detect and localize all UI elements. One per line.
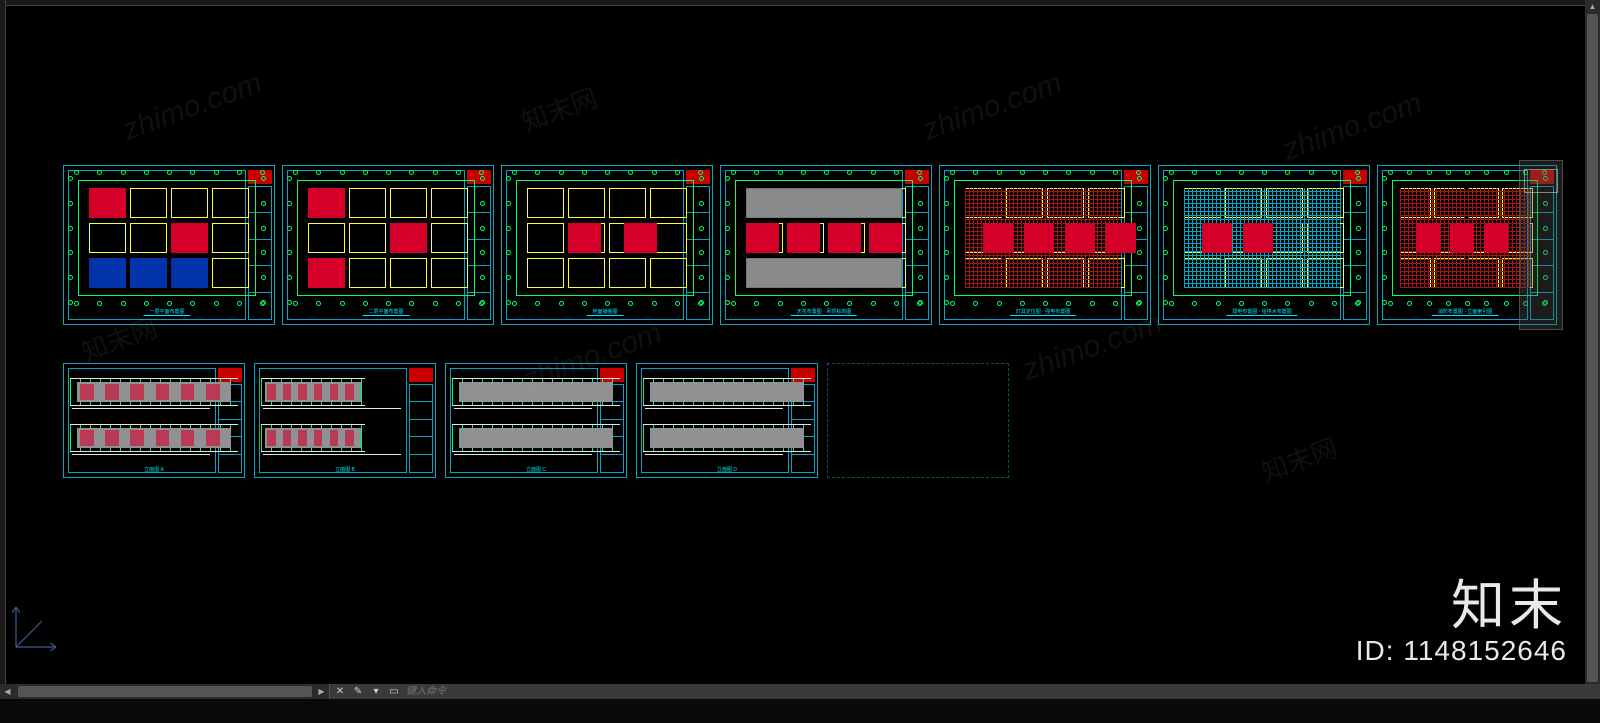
customize-icon[interactable]: ✎	[352, 686, 364, 697]
sheet-caption: 二层平面布置图	[362, 308, 409, 316]
vertical-scrollbar[interactable]: ▲ ▼	[1585, 0, 1600, 699]
status-bar[interactable]	[0, 699, 1600, 723]
ruler-top	[0, 0, 1585, 6]
sheet-caption: 消防布置图 · 立面索引图	[1432, 308, 1498, 316]
sheet-caption: 天花布置图 · 吊顶标高图	[791, 308, 857, 316]
watermark-text: zhimo.com	[919, 66, 1067, 148]
vertical-scroll-thumb[interactable]	[1587, 14, 1598, 682]
command-input[interactable]	[406, 685, 1600, 698]
horizontal-scroll-thumb[interactable]	[18, 686, 312, 697]
scroll-left-arrow-icon[interactable]: ◀	[2, 686, 13, 697]
drawing-sheet[interactable]: 天花布置图 · 吊顶标高图	[720, 165, 932, 325]
drawing-sheet[interactable]	[827, 363, 1009, 478]
sheet-caption: 灯具定位图 · 强电布置图	[1010, 308, 1076, 316]
minimap-viewport[interactable]	[1524, 169, 1558, 193]
close-icon[interactable]: ✕	[334, 686, 346, 697]
command-prompt-icon: ▭	[388, 686, 400, 697]
sheet-caption: 地面铺装图	[586, 308, 623, 316]
model-space-canvas[interactable]: 一层平面布置图 二层平面布置图 地面铺装图 天花布置图 · 吊顶标高图 灯具定位图 · …	[0, 0, 1585, 699]
drawing-sheet[interactable]: 地面铺装图	[501, 165, 713, 325]
navigation-minimap[interactable]	[1519, 160, 1563, 330]
recent-commands-icon[interactable]: ▾	[370, 686, 382, 697]
drawing-sheet[interactable]: 立面图 C	[445, 363, 627, 478]
watermark-text: zhimo.com	[119, 66, 267, 148]
ucs-icon	[12, 603, 60, 651]
scroll-up-arrow-icon[interactable]: ▲	[1587, 1, 1598, 12]
command-line-bar[interactable]: ✕ ✎ ▾ ▭	[330, 684, 1600, 699]
drawing-sheet[interactable]: 弱电布置图 · 给排水布置图	[1158, 165, 1370, 325]
watermark-layer: zhimo.com知末网zhimo.comzhimo.com知末网zhimo.c…	[0, 0, 1585, 699]
horizontal-scroll-track[interactable]: ◀ ▶	[0, 684, 330, 699]
ruler-left	[0, 0, 6, 699]
drawing-sheet[interactable]: 灯具定位图 · 强电布置图	[939, 165, 1151, 325]
brand-logo-text: 知末	[1356, 579, 1567, 633]
drawing-sheet[interactable]: 立面图 D	[636, 363, 818, 478]
watermark-text: 知末网	[516, 78, 602, 139]
drawing-sheet[interactable]: 二层平面布置图	[282, 165, 494, 325]
watermark-text: zhimo.com	[1279, 86, 1427, 168]
source-brand-overlay: 知末 ID: 1148152646	[1356, 579, 1567, 667]
drawing-sheet[interactable]: 立面图 A	[63, 363, 245, 478]
scroll-right-arrow-icon[interactable]: ▶	[316, 686, 327, 697]
sheet-caption: 一层平面布置图	[143, 308, 190, 316]
drawing-sheet[interactable]: 一层平面布置图	[63, 165, 275, 325]
sheet-caption: 弱电布置图 · 给排水布置图	[1226, 308, 1297, 316]
brand-id-line: ID: 1148152646	[1356, 635, 1567, 667]
watermark-text: 知末网	[1256, 428, 1342, 489]
drawing-sheet[interactable]: 立面图 B	[254, 363, 436, 478]
